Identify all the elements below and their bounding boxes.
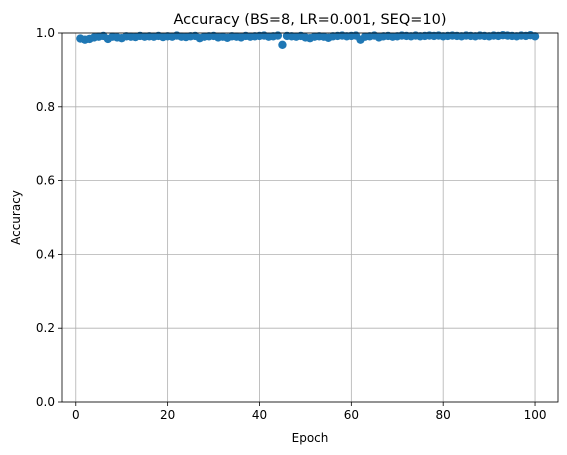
chart-title: Accuracy (BS=8, LR=0.001, SEQ=10) bbox=[173, 12, 446, 28]
data-point bbox=[278, 40, 287, 50]
x-tick-label: 100 bbox=[524, 408, 547, 422]
x-axis-label: Epoch bbox=[292, 431, 329, 445]
y-tick-label: 0.8 bbox=[36, 100, 55, 114]
x-tick-label: 0 bbox=[72, 408, 80, 422]
x-tick-label: 60 bbox=[344, 408, 359, 422]
x-tick-label: 80 bbox=[436, 408, 451, 422]
x-tick-label: 40 bbox=[252, 408, 267, 422]
points-layer bbox=[76, 31, 540, 50]
ticks-layer: 0 20 40 60 80 100 0.0 0.2 0.4 0.6 0.8 1.0 bbox=[36, 26, 547, 422]
plot-frame bbox=[61, 32, 559, 403]
y-axis-label: Accuracy bbox=[9, 190, 23, 245]
y-tick-label: 0.6 bbox=[36, 174, 55, 188]
y-tick-label: 1.0 bbox=[36, 26, 55, 40]
y-tick-label: 0.4 bbox=[36, 247, 55, 261]
y-tick-label: 0.0 bbox=[36, 395, 55, 409]
data-point bbox=[273, 31, 283, 40]
grid-layer bbox=[62, 32, 558, 403]
data-point bbox=[530, 32, 540, 41]
y-tick-label: 0.2 bbox=[36, 321, 55, 335]
x-tick-label: 20 bbox=[160, 408, 175, 422]
